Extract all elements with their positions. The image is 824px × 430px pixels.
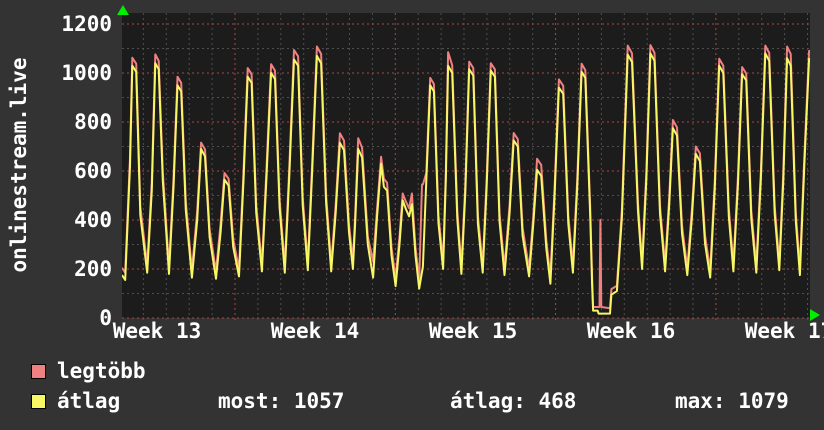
stat-most: most: 1057 (218, 389, 345, 413)
legend-label-atlag: átlag (57, 389, 121, 413)
y-tick-600: 600 (74, 159, 112, 183)
y-tick-0: 0 (99, 306, 112, 330)
x-tick-week-15: Week 15 (428, 319, 518, 343)
y-tick-1200: 1200 (61, 12, 112, 36)
legend-swatch-atlag (31, 394, 46, 409)
legend-swatch-legtobb (31, 364, 46, 379)
y-tick-1000: 1000 (61, 61, 112, 85)
x-axis-arrow-icon (810, 309, 820, 321)
legend-label-legtobb: legtöbb (57, 359, 146, 383)
stat-atlag: átlag: 468 (450, 389, 577, 413)
x-tick-week-14: Week 14 (270, 319, 360, 343)
x-tick-week-16: Week 16 (586, 319, 676, 343)
stat-max: max: 1079 (675, 389, 789, 413)
x-tick-week-17: Week 17 (744, 319, 824, 343)
y-tick-400: 400 (74, 208, 112, 232)
y-tick-800: 800 (74, 110, 112, 134)
plot-area (122, 13, 810, 323)
x-tick-week-13: Week 13 (112, 319, 202, 343)
y-axis-arrow-icon (117, 5, 129, 15)
y-tick-200: 200 (74, 257, 112, 281)
